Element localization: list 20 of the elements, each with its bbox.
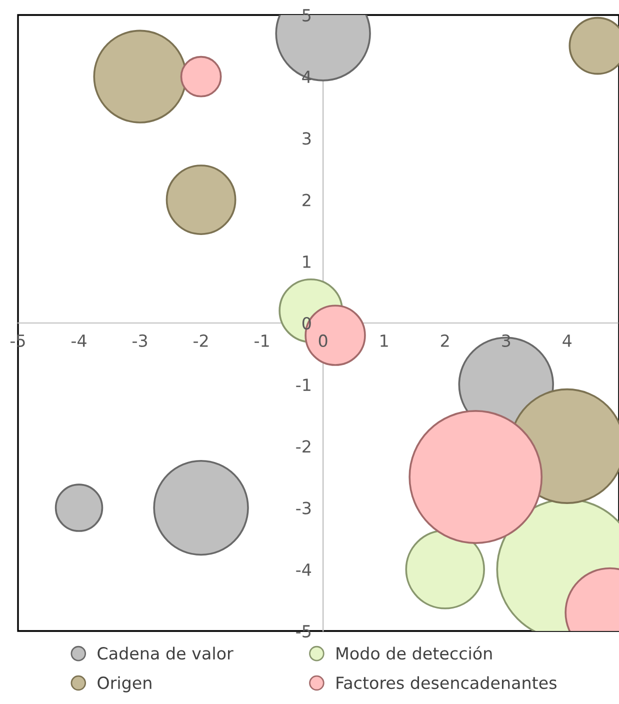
x-tick-label: -1 xyxy=(254,334,269,347)
y-tick-label: 1 xyxy=(303,256,310,268)
x-tick-label: 2 xyxy=(441,334,449,347)
y-tick-label: -1 xyxy=(296,378,310,391)
y-tick-label: -2 xyxy=(296,440,310,453)
x-tick-label: 0 xyxy=(318,334,328,348)
x-tick-label: -3 xyxy=(132,334,148,348)
legend-label: Factores desencadenantes xyxy=(336,676,556,690)
legend-label: Origen xyxy=(98,676,152,692)
legend-label: Modo de detección xyxy=(336,646,492,660)
y-tick-label: 4 xyxy=(302,70,312,83)
y-tick-label: -3 xyxy=(296,502,311,514)
x-tick-label: -2 xyxy=(194,334,208,347)
legend-label: Cadena de valor xyxy=(98,646,234,660)
y-tick-label: -4 xyxy=(296,564,312,576)
x-tick-label: 4 xyxy=(562,334,572,347)
y-tick-label: 3 xyxy=(302,132,311,145)
y-tick-label: 2 xyxy=(302,194,310,206)
x-tick-label: -4 xyxy=(72,334,86,347)
x-tick-label: 1 xyxy=(380,334,388,347)
